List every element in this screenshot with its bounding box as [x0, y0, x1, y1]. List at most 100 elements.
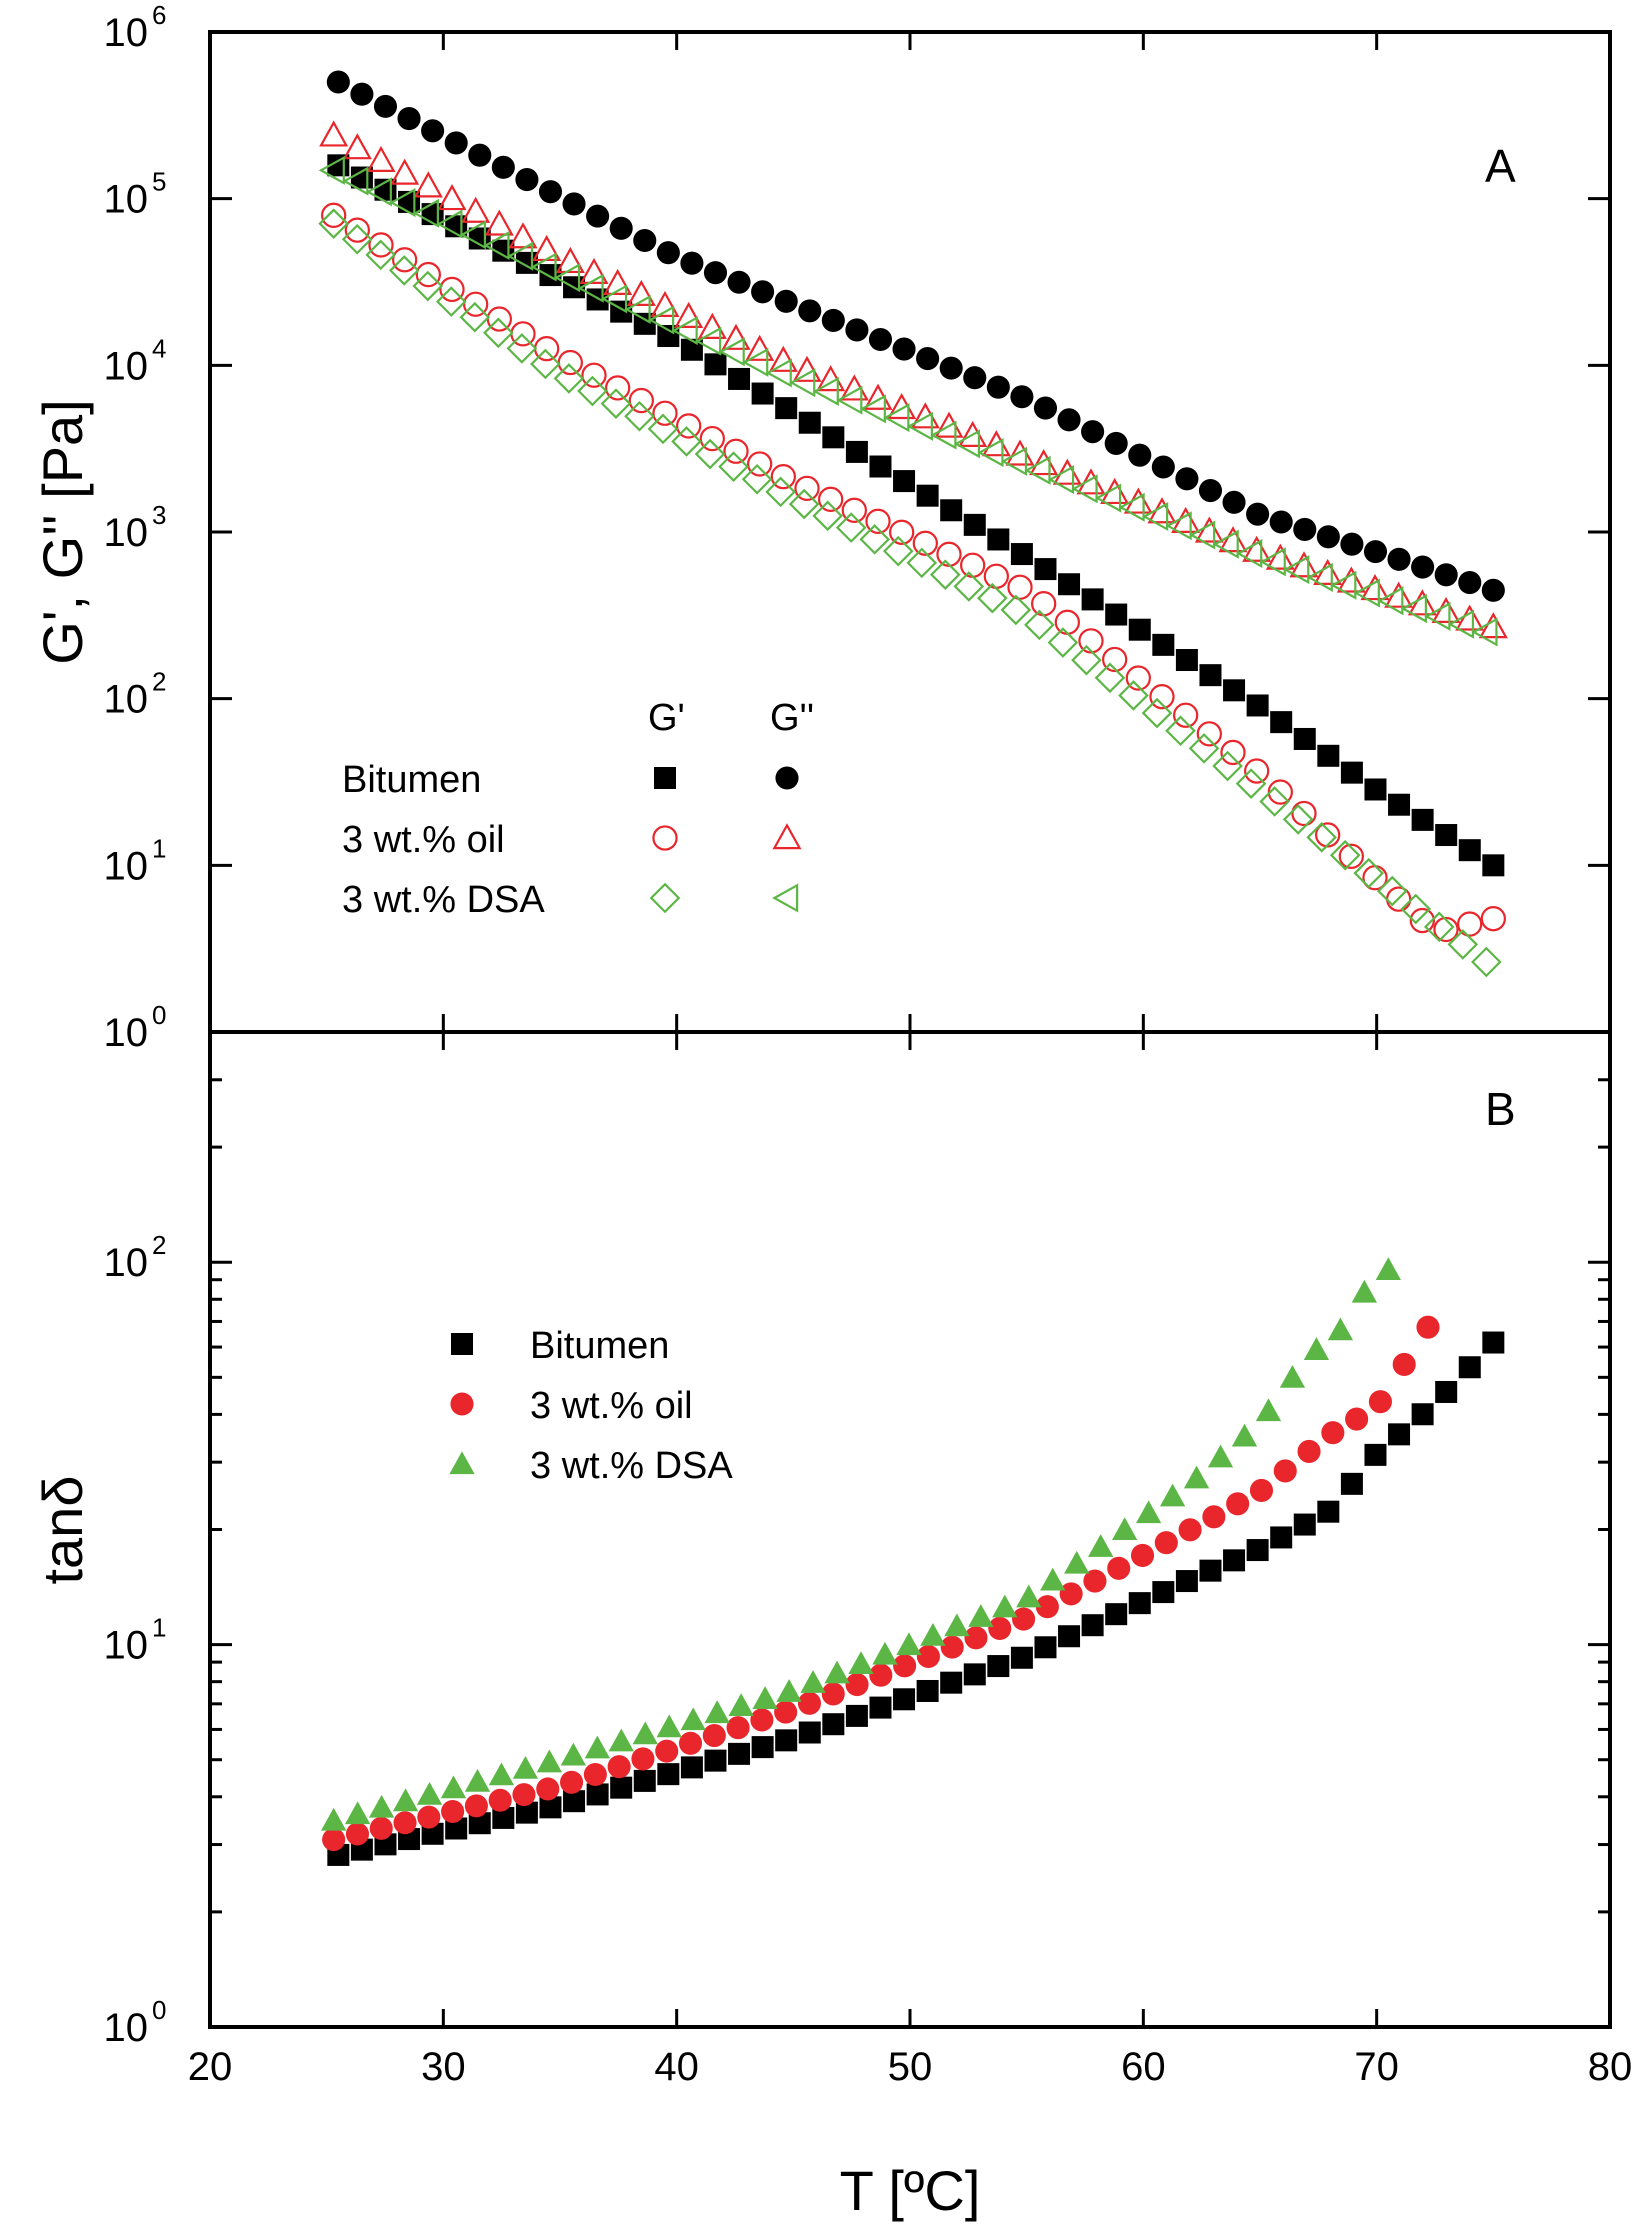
panel-b-3-wt-oil-point	[608, 1755, 631, 1778]
panel-b-3-wt-oil-point	[703, 1724, 726, 1747]
panel-a-3-wt-oil-g-point	[723, 326, 748, 349]
panel-b-bitumen-point	[1223, 1549, 1245, 1571]
panel-b-3-wt-dsa-point	[369, 1795, 394, 1818]
panel-b-bitumen-point	[610, 1777, 632, 1799]
panel-a-bitumen-g-point	[680, 252, 703, 275]
panel-b-bitumen-point	[869, 1697, 891, 1719]
panel-a-bitumen-g-point	[492, 156, 515, 179]
panel-b-bitumen-point	[1082, 1614, 1104, 1636]
panel-b-3-wt-dsa-point	[992, 1595, 1017, 1618]
panel-a-bitumen-g-point	[610, 217, 633, 240]
panel-a-bitumen-g-point	[1388, 794, 1410, 816]
x-tick-label: 20	[188, 2045, 233, 2089]
panel-b-3-wt-dsa-point	[537, 1750, 562, 1773]
x-tick-label: 60	[1121, 2045, 1166, 2089]
panel-a-bitumen-g-point	[374, 95, 397, 118]
panel-b-3-wt-dsa-point	[465, 1769, 490, 1792]
panel-a-3-wt-dsa-g-point	[1474, 619, 1497, 644]
panel-b-bitumen-point	[964, 1663, 986, 1685]
panel-b-3-wt-dsa-point	[1208, 1445, 1233, 1468]
panel-a-bitumen-g-point	[327, 70, 350, 93]
panel-a-3-wt-dsa-g-point	[1378, 877, 1406, 905]
panel-b-3-wt-dsa-point	[752, 1686, 777, 1709]
panel-a-bitumen-g-point	[940, 357, 963, 380]
panel-b-bitumen-point	[704, 1750, 726, 1772]
legend-b-swatch-0	[451, 1333, 473, 1355]
panel-a-3-wt-oil-g-point	[961, 554, 984, 577]
legend-a-swatch-0	[654, 767, 676, 789]
panel-b-3-wt-dsa-point	[657, 1714, 682, 1737]
panel-b-bitumen-point	[1247, 1539, 1269, 1561]
panel-a-3-wt-oil-g-point	[1056, 611, 1079, 634]
panel-b-bitumen-point	[1058, 1625, 1080, 1647]
panel-a-bitumen-g-point	[539, 264, 561, 286]
x-tick-label: 80	[1588, 2045, 1633, 2089]
panel-b-bitumen-point	[917, 1680, 939, 1702]
panel-a-y-tick-label: 10	[104, 178, 149, 222]
panel-a-3-wt-oil-g-point	[771, 348, 796, 371]
panel-a-3-wt-dsa-g-point	[837, 514, 865, 542]
panel-b-bitumen-point	[893, 1688, 915, 1710]
panel-a-bitumen-g-point	[1340, 533, 1363, 556]
panel-b-3-wt-oil-point	[346, 1822, 369, 1845]
panel-a-3-wt-dsa-g-point	[1190, 735, 1218, 763]
panel-a-bitumen-g-point	[1270, 510, 1293, 533]
panel-a-bitumen-g-point	[727, 271, 750, 294]
panel-a-bitumen-g-point	[916, 347, 939, 370]
panel-a-bitumen-g-point	[1482, 854, 1504, 876]
panel-b-3-wt-dsa-point	[1184, 1466, 1209, 1489]
panel-b-bitumen-point	[799, 1722, 821, 1744]
legend-b-marks	[449, 1333, 474, 1474]
panel-b-bitumen-point	[822, 1713, 844, 1735]
panel-b-3-wt-dsa-point	[1064, 1551, 1089, 1574]
panel-a-3-wt-dsa-g-point	[579, 377, 607, 405]
panel-b-tandelta: 100101102 B Bitumen 3 wt.% oil 3 wt.% DS…	[31, 1032, 1610, 2050]
panel-a-3-wt-oil-g-point	[1078, 471, 1103, 494]
panel-b-3-wt-oil-point	[917, 1645, 940, 1668]
legend-a-row-dsa: 3 wt.% DSA	[342, 879, 545, 921]
panel-a-3-wt-dsa-g-point	[979, 584, 1007, 612]
panel-b-y-axis-title: tanδ	[31, 1475, 94, 1584]
panel-a-bitumen-g-point	[1246, 503, 1269, 526]
panel-a-3-wt-dsa-g-point	[1096, 664, 1124, 692]
panel-b-data-marks	[321, 1257, 1504, 1866]
panel-b-3-wt-dsa-point	[1376, 1257, 1401, 1280]
legend-a-swatch-3	[774, 825, 799, 848]
panel-a-bitumen-g-point	[752, 383, 774, 405]
panel-b-3-wt-dsa-point	[489, 1763, 514, 1786]
panel-a-3-wt-oil-g-point	[322, 204, 345, 227]
panel-a-3-wt-dsa-g-point	[790, 490, 818, 517]
panel-a-3-wt-oil-g-point	[393, 248, 416, 271]
panel-a-bitumen-g-point	[350, 83, 373, 106]
panel-b-3-wt-oil-point	[417, 1806, 440, 1829]
panel-a-y-axis-title: G', G'' [Pa]	[31, 399, 94, 664]
panel-b-3-wt-oil-point	[393, 1811, 416, 1834]
panel-a-3-wt-oil-g-point	[346, 219, 369, 242]
panel-a-bitumen-g-point	[468, 144, 491, 167]
panel-a-bitumen-g-point	[1270, 711, 1292, 733]
panel-a-bitumen-g-point	[633, 229, 656, 252]
panel-a-bitumen-g-point	[893, 470, 915, 492]
panel-b-3-wt-dsa-point	[1256, 1398, 1281, 1421]
legend-a-header-gdoubleprime: G''	[770, 697, 814, 739]
panel-a-3-wt-dsa-g-point	[767, 478, 795, 506]
panel-b-bitumen-point	[1317, 1501, 1339, 1523]
panel-a-bitumen-g-point	[1387, 548, 1410, 571]
panel-b-3-wt-dsa-point	[681, 1707, 706, 1730]
panel-b-3-wt-dsa-point	[729, 1693, 754, 1716]
panel-a-bitumen-g-point	[1128, 444, 1151, 467]
panel-b-bitumen-point	[987, 1655, 1009, 1677]
panel-b-3-wt-oil-point	[798, 1692, 821, 1715]
panel-a-3-wt-oil-g-point	[1031, 451, 1056, 474]
panel-b-3-wt-dsa-point	[1352, 1280, 1377, 1303]
panel-a-3-wt-oil-g-point	[913, 405, 938, 428]
panel-a-bitumen-g-point	[869, 328, 892, 351]
panel-b-bitumen-point	[775, 1729, 797, 1751]
panel-b-bitumen-point	[1459, 1356, 1481, 1378]
panel-b-3-wt-dsa-point	[633, 1722, 658, 1745]
panel-a-y-tick-exponent: 0	[152, 1000, 166, 1030]
panel-a-bitumen-g-point	[1010, 385, 1033, 408]
panel-b-3-wt-oil-point	[1393, 1353, 1416, 1376]
panel-a-bitumen-g-point	[1057, 408, 1080, 431]
panel-b-3-wt-oil-point	[560, 1771, 583, 1794]
